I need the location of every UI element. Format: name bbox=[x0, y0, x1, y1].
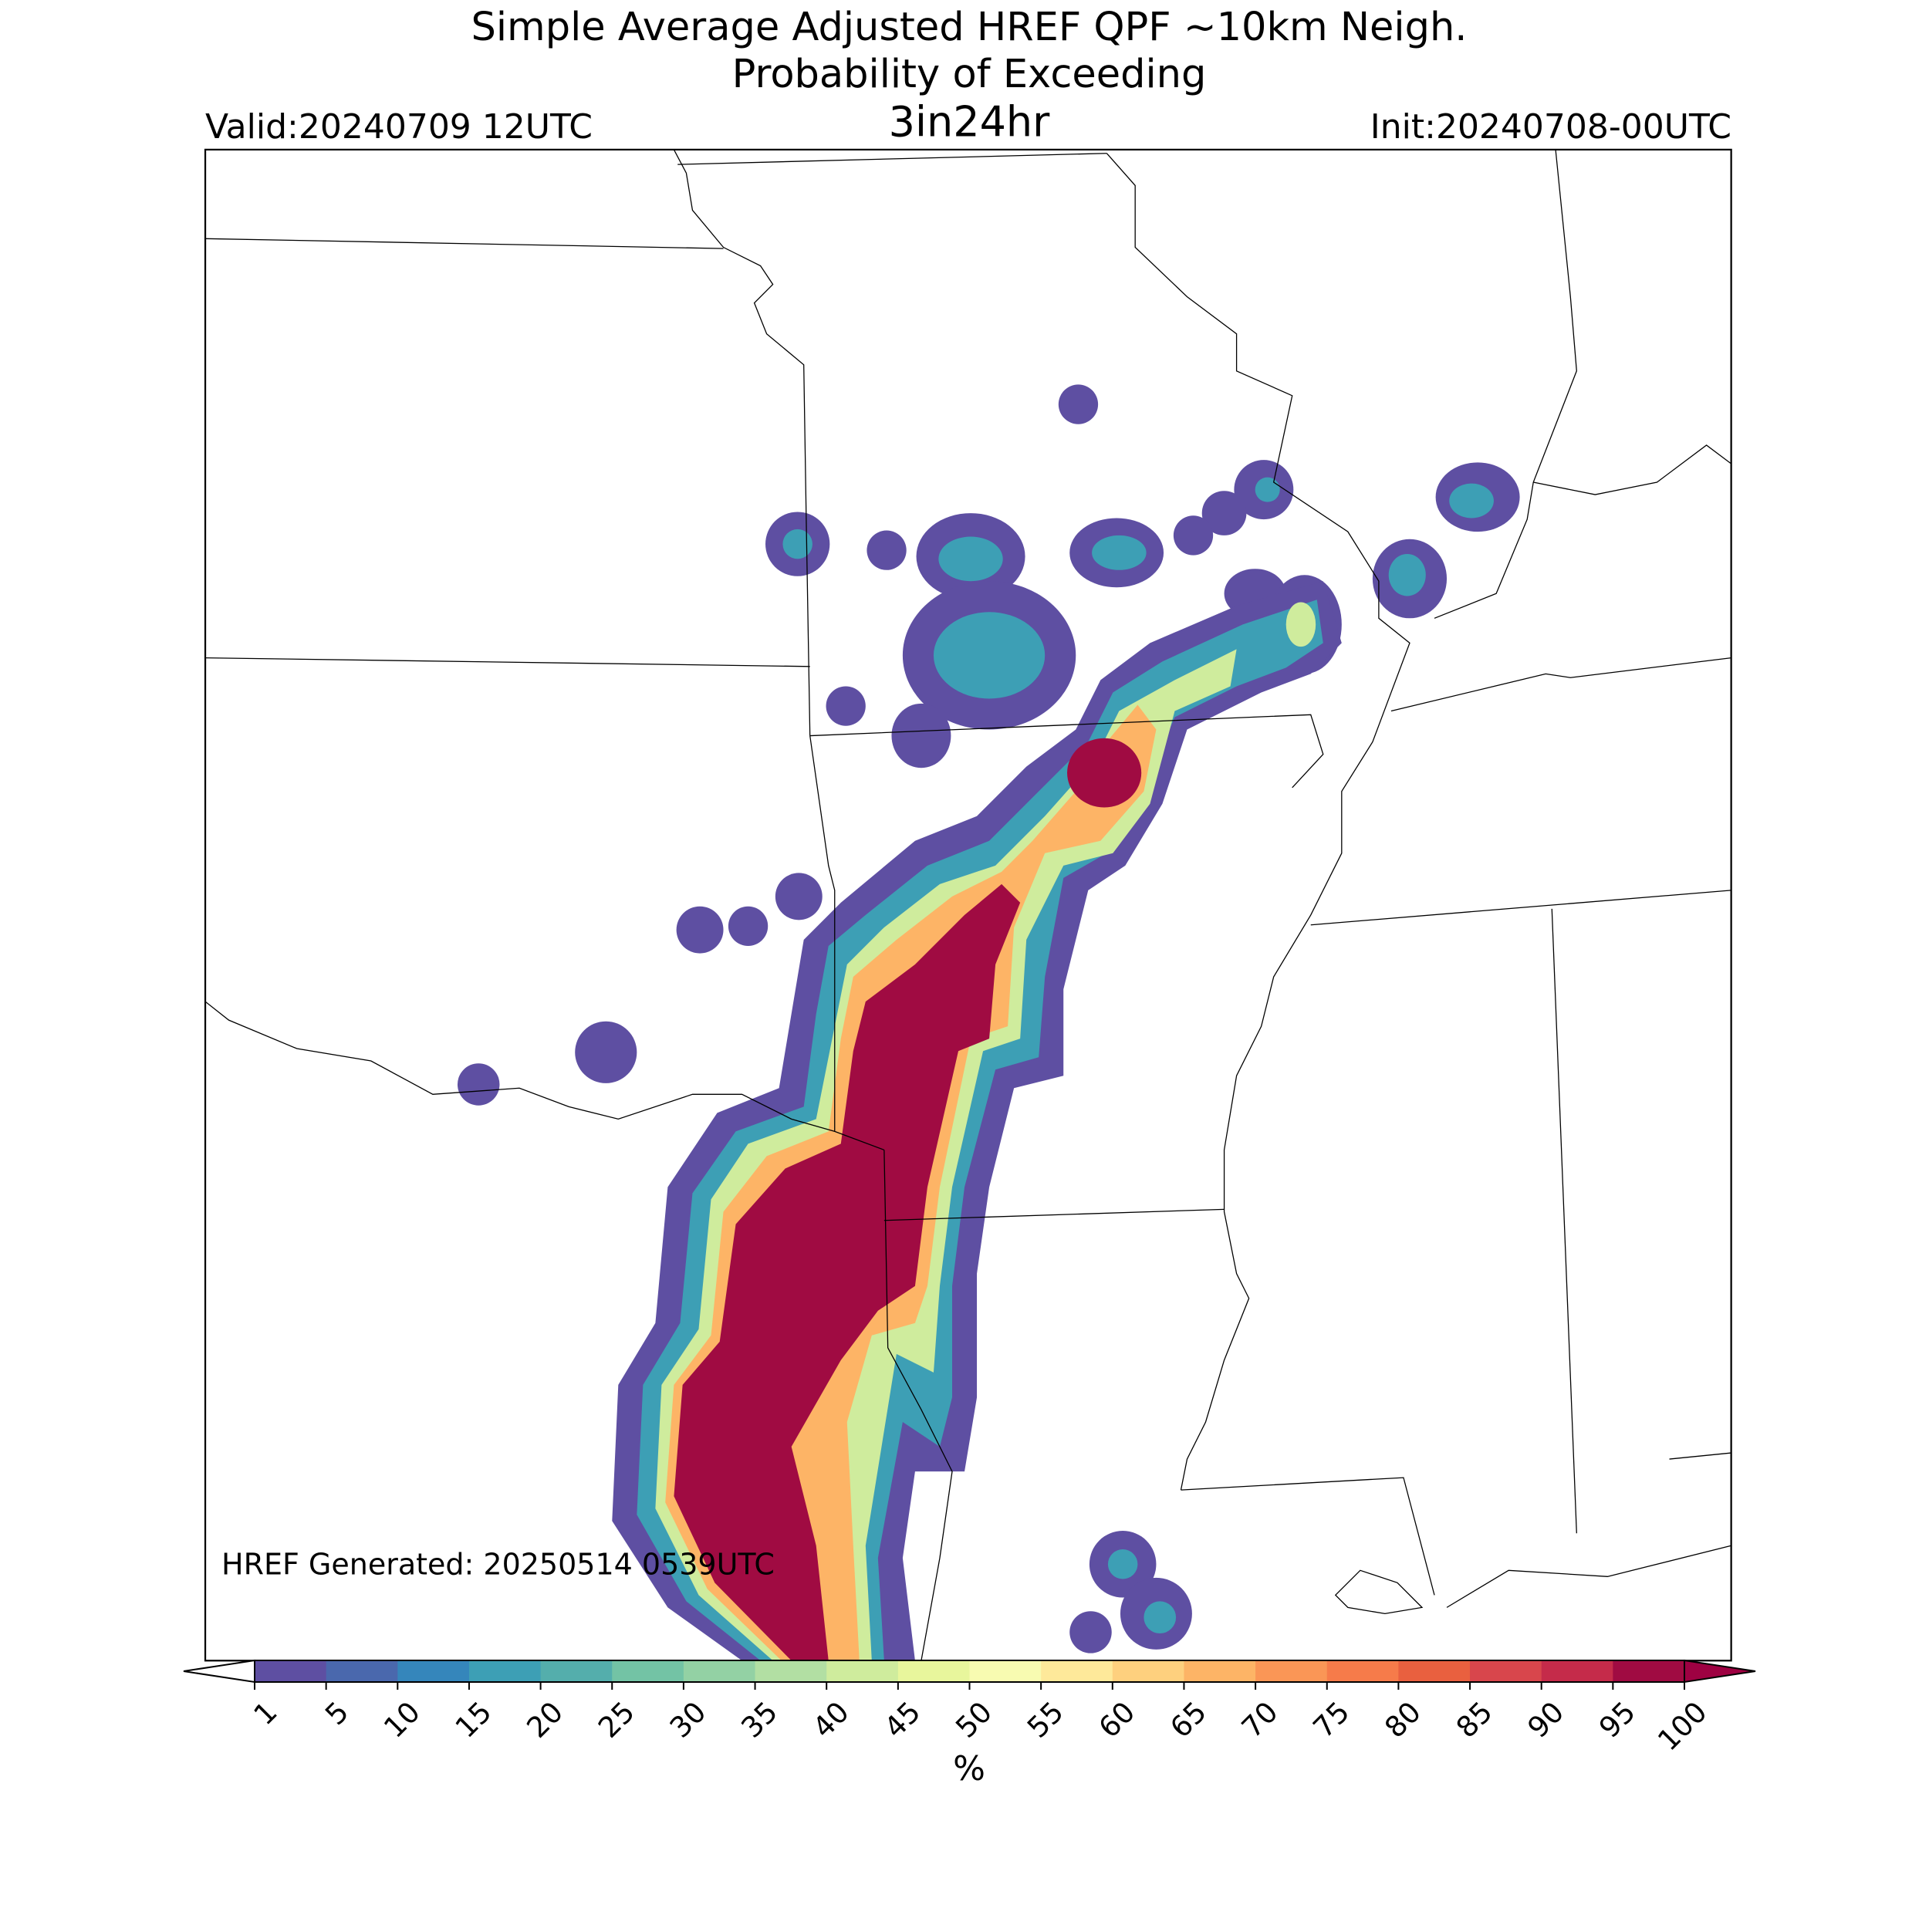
colorbar-over bbox=[1684, 1659, 1756, 1684]
threshold: 3in24hr bbox=[889, 98, 1051, 147]
colorbar-tick-label: 30 bbox=[664, 1695, 713, 1745]
colorbar-tick-label: 10 bbox=[377, 1695, 427, 1745]
colorbar-segment bbox=[468, 1660, 542, 1682]
colorbar-tick-label: 25 bbox=[592, 1695, 641, 1745]
colorbar-segment bbox=[969, 1660, 1042, 1682]
colorbar-tick-label: 45 bbox=[878, 1695, 927, 1745]
colorbar-tick-label: 95 bbox=[1593, 1695, 1642, 1745]
map bbox=[204, 148, 1732, 1662]
colorbar-segment bbox=[755, 1660, 827, 1682]
colorbar-tick-label: 75 bbox=[1307, 1695, 1356, 1745]
colorbar-segment bbox=[1184, 1660, 1256, 1682]
colorbar-segment bbox=[897, 1660, 970, 1682]
precip-field bbox=[457, 384, 1520, 1661]
very-high-areas bbox=[674, 738, 1142, 1661]
colorbar-tick-label: 5 bbox=[319, 1695, 355, 1731]
colorbar-tick-label: 80 bbox=[1378, 1695, 1427, 1745]
colorbar-tick-label: 70 bbox=[1235, 1695, 1285, 1745]
colorbar-segment bbox=[1326, 1660, 1399, 1682]
colorbar-segment bbox=[397, 1660, 470, 1682]
colorbar-tick-label: 90 bbox=[1522, 1695, 1571, 1745]
colorbar-segment bbox=[1470, 1660, 1542, 1682]
colorbar-tick-label: 50 bbox=[949, 1695, 998, 1745]
colorbar-segment bbox=[1541, 1660, 1613, 1682]
colorbar-tick-label: 15 bbox=[449, 1695, 498, 1745]
colorbar-tick-label: 85 bbox=[1450, 1695, 1499, 1745]
colorbar-segment bbox=[683, 1660, 756, 1682]
valid-time: Valid:20240709 12UTC bbox=[205, 107, 593, 147]
colorbar-segment bbox=[1398, 1660, 1471, 1682]
colorbar-segment bbox=[612, 1660, 684, 1682]
colorbar-segment bbox=[326, 1660, 398, 1682]
colorbar-tick-label: 60 bbox=[1093, 1695, 1142, 1745]
generated-note: HREF Generated: 20250514 0539UTC bbox=[221, 1548, 775, 1582]
colorbar-segment bbox=[1613, 1660, 1685, 1682]
init-time: Init:20240708-00UTC bbox=[1370, 107, 1731, 147]
colorbar-tick-label: 65 bbox=[1164, 1695, 1213, 1745]
state-borders bbox=[205, 149, 1731, 1661]
colorbar-tick-label: 55 bbox=[1021, 1695, 1070, 1745]
colorbar-segment bbox=[540, 1660, 613, 1682]
subtitle: Probability of Exceeding bbox=[732, 52, 1207, 97]
colorbar-segment bbox=[826, 1660, 899, 1682]
colorbar-under bbox=[183, 1659, 255, 1684]
colorbar-segment bbox=[1255, 1660, 1328, 1682]
colorbar-label: % bbox=[953, 1749, 985, 1788]
colorbar-tick-label: 1 bbox=[248, 1695, 284, 1731]
colorbar-segment bbox=[1112, 1660, 1184, 1682]
title: Simple Average Adjusted HREF QPF ~10km N… bbox=[471, 5, 1467, 50]
colorbar-tick-label: 35 bbox=[735, 1695, 784, 1745]
colorbar-tick-label: 100 bbox=[1651, 1695, 1713, 1757]
colorbar-tick-label: 20 bbox=[520, 1695, 569, 1745]
colorbar-segment bbox=[1041, 1660, 1113, 1682]
colorbar-segment bbox=[255, 1660, 327, 1682]
colorbar-tick-label: 40 bbox=[806, 1695, 856, 1745]
